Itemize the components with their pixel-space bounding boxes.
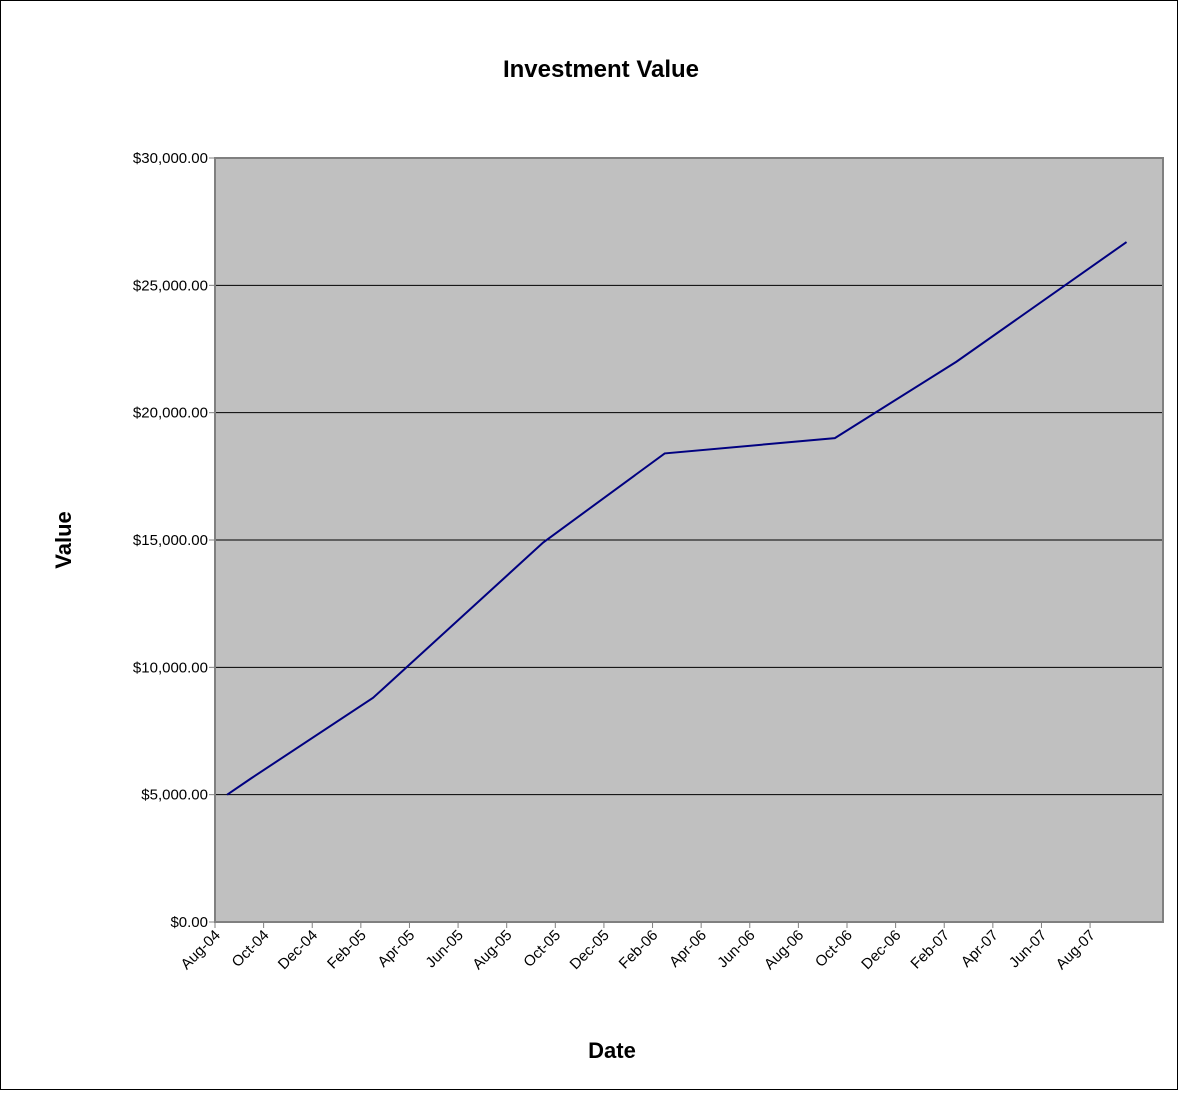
y-tick-label: $10,000.00 [133,659,208,676]
data-line [226,241,1128,796]
y-tick-label: $20,000.00 [133,405,208,422]
y-tick-label: $5,000.00 [141,787,208,804]
chart-title: Investment Value [503,56,699,83]
y-tick-label: $0.00 [170,914,208,931]
y-tick-label: $15,000.00 [133,532,208,549]
y-tick-label: $30,000.00 [133,150,208,167]
y-tick-label: $25,000.00 [133,277,208,294]
x-axis-title: Date [588,1038,636,1063]
y-axis-title: Value [51,511,76,568]
plot-border [214,157,1164,923]
